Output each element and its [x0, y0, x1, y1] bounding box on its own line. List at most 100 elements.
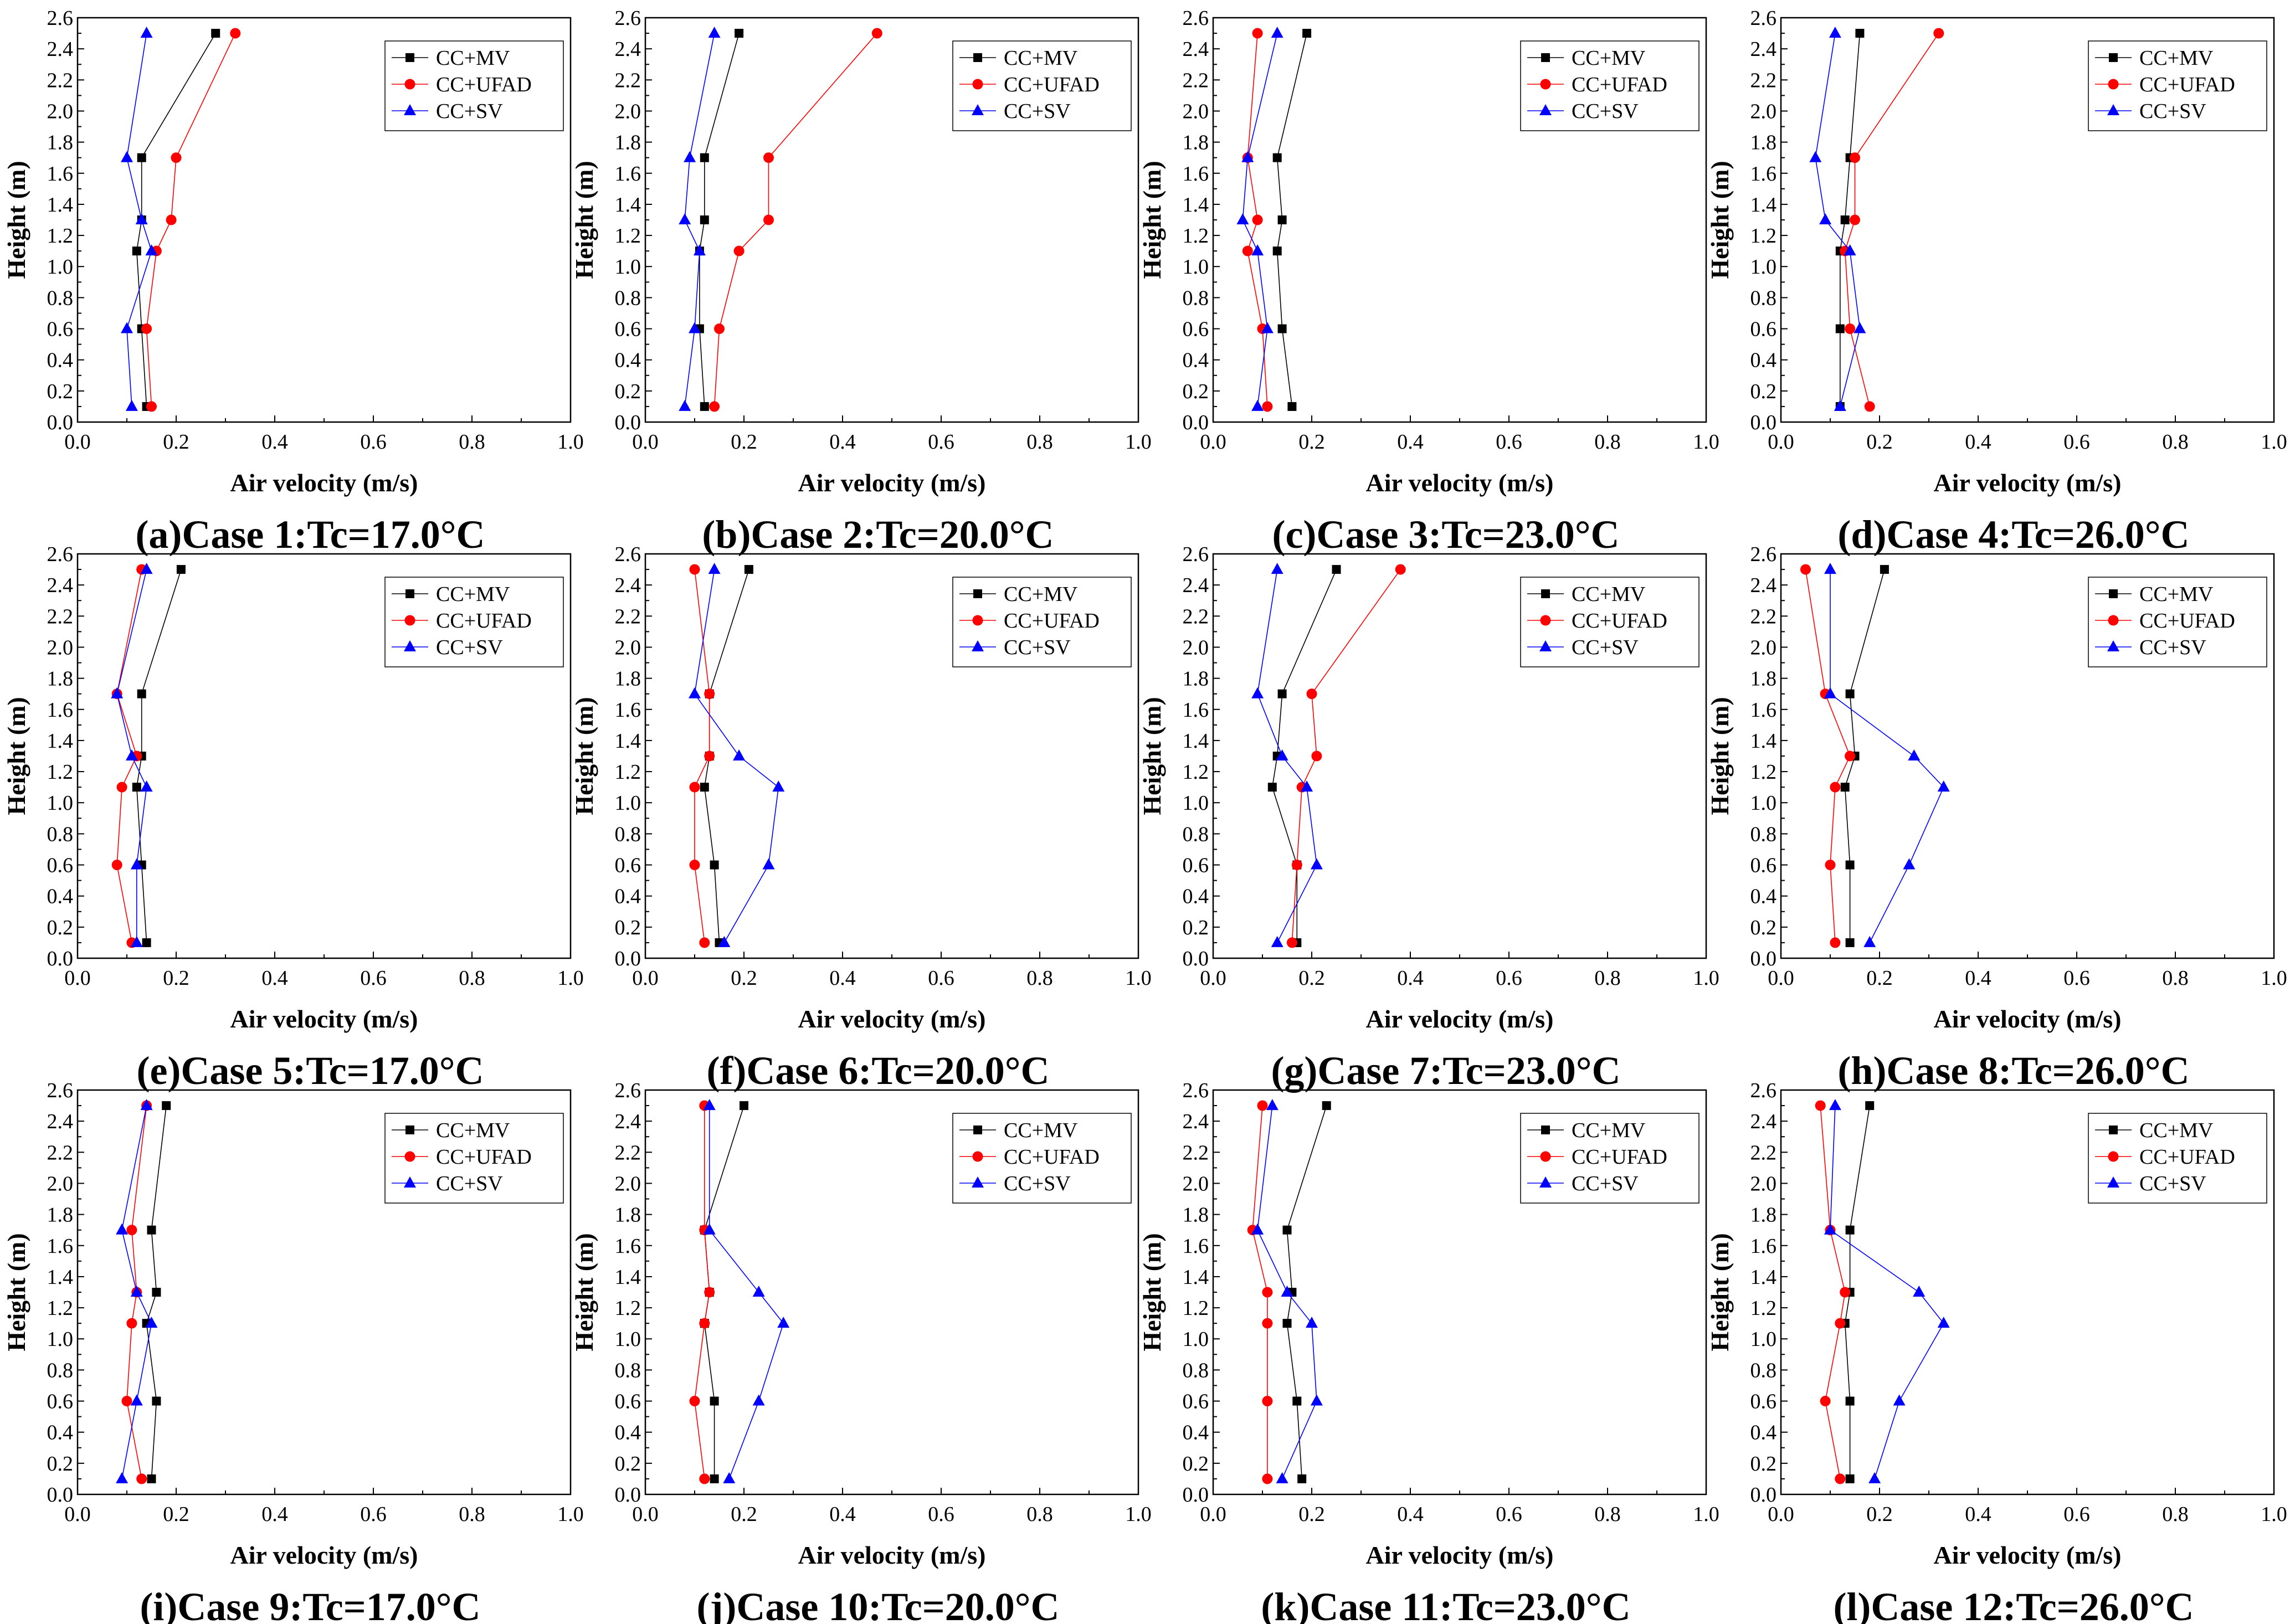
chart-caption: (e)Case 5:Tc=17.0°C: [136, 1049, 484, 1093]
data-point: [145, 1317, 158, 1328]
series-line-cc-ufad: [1805, 569, 1851, 943]
data-point: [1310, 1394, 1323, 1406]
data-point: [1840, 215, 1850, 224]
data-point: [1252, 28, 1263, 39]
series-line-cc-mv: [1844, 569, 1885, 943]
legend-marker: [973, 53, 982, 62]
series-line-cc-ufad: [1252, 1106, 1268, 1479]
data-point: [137, 153, 146, 162]
data-point: [1824, 563, 1836, 574]
data-point: [733, 749, 746, 760]
legend-label: CC+SV: [436, 636, 503, 659]
legend-label: CC+SV: [2139, 1172, 2206, 1195]
data-point: [1850, 152, 1860, 163]
data-point: [1271, 936, 1283, 947]
y-tick-label: 1.0: [1750, 1328, 1777, 1351]
y-tick-label: 1.8: [615, 131, 641, 155]
y-tick-label: 2.0: [1183, 636, 1209, 659]
legend-marker: [2109, 1126, 2118, 1134]
y-tick-label: 0.2: [47, 380, 74, 403]
data-point: [723, 1472, 736, 1483]
y-tick-label: 0.0: [1183, 411, 1209, 434]
data-point: [125, 749, 138, 760]
data-point: [152, 1396, 161, 1406]
legend-marker: [404, 1151, 415, 1162]
y-tick-label: 0.8: [615, 1359, 641, 1382]
data-point: [1800, 564, 1811, 575]
y-tick-label: 0.6: [615, 854, 641, 877]
y-tick-label: 1.2: [47, 760, 74, 784]
y-tick-label: 0.6: [1750, 1390, 1777, 1414]
legend-marker: [404, 1176, 416, 1188]
y-tick-label: 0.2: [1750, 1452, 1777, 1476]
data-point: [733, 245, 745, 256]
y-tick-label: 2.2: [1750, 605, 1777, 628]
data-point: [684, 151, 696, 162]
y-tick-label: 2.6: [1183, 543, 1209, 566]
data-point: [146, 401, 157, 412]
data-point: [1845, 689, 1855, 698]
y-tick-label: 2.6: [1183, 1079, 1209, 1102]
chart-caption: (b)Case 2:Tc=20.0°C: [702, 512, 1054, 557]
legend-label: CC+SV: [1004, 636, 1071, 659]
y-tick-label: 0.4: [615, 1421, 641, 1445]
x-tick-label: 0.0: [1200, 430, 1226, 454]
y-tick-label: 0.2: [1183, 916, 1209, 939]
data-point: [689, 564, 700, 575]
data-point: [1395, 564, 1406, 575]
y-tick-label: 1.0: [615, 1328, 641, 1351]
data-point: [709, 401, 720, 412]
y-axis-title: Height (m): [2, 1233, 30, 1351]
y-axis-title: Height (m): [1706, 697, 1734, 815]
data-point: [699, 1318, 710, 1329]
x-tick-label: 0.4: [1397, 430, 1424, 454]
legend-label: CC+SV: [2139, 100, 2206, 123]
series-line-cc-sv: [121, 1105, 152, 1479]
x-tick-label: 0.2: [731, 1503, 757, 1526]
data-point: [1292, 1396, 1302, 1406]
data-point: [1815, 1100, 1826, 1111]
y-tick-label: 2.2: [1183, 1141, 1209, 1164]
y-tick-label: 0.8: [615, 823, 641, 846]
x-tick-label: 0.4: [1965, 967, 1991, 990]
y-tick-label: 0.2: [615, 916, 641, 939]
series-line-cc-sv: [126, 33, 152, 407]
x-tick-label: 0.2: [731, 967, 757, 990]
data-point: [142, 938, 151, 947]
x-tick-label: 1.0: [557, 1503, 584, 1526]
y-tick-label: 1.2: [1183, 224, 1209, 248]
data-point: [1257, 1100, 1268, 1111]
data-point: [147, 1474, 156, 1483]
data-point: [1840, 1287, 1851, 1298]
x-tick-label: 0.2: [731, 430, 757, 454]
y-tick-label: 1.4: [1183, 193, 1209, 217]
chart-panel-9: 0.0 0.2 0.4 0.6 0.8 1.0 0.0 0.2 0.4 0.6 0.8 1.0 1.2 1…: [2, 1079, 584, 1624]
series-line-cc-ufad: [126, 1105, 147, 1479]
data-point: [1829, 1099, 1841, 1111]
data-point: [121, 151, 133, 162]
data-point: [1241, 151, 1254, 162]
data-point: [1291, 860, 1302, 871]
chart-caption: (g)Case 7:Tc=23.0°C: [1271, 1049, 1620, 1093]
data-point: [710, 1396, 719, 1406]
y-tick-label: 0.6: [615, 1390, 641, 1414]
y-tick-label: 2.4: [615, 38, 641, 61]
y-tick-label: 1.6: [1750, 698, 1777, 722]
y-tick-label: 2.6: [1750, 7, 1777, 30]
chart-panel-7: 0.0 0.2 0.4 0.6 0.8 1.0 0.0 0.2 0.4 0.6 0.8 1.0 1.2 1…: [1138, 543, 1719, 1093]
data-point: [116, 1223, 129, 1235]
y-tick-label: 0.6: [1183, 854, 1209, 877]
data-point: [140, 27, 153, 38]
x-axis-title: Air velocity (m/s): [1934, 469, 2122, 497]
chart-panel-5: 0.0 0.2 0.4 0.6 0.8 1.0 0.0 0.2 0.4 0.6 0.8 1.0 1.2 1…: [2, 543, 584, 1093]
y-tick-label: 2.6: [1750, 543, 1777, 566]
x-tick-label: 0.4: [1965, 430, 1991, 454]
data-point: [714, 323, 725, 335]
legend-label: CC+UFAD: [1004, 609, 1100, 633]
series-line-cc-sv: [1257, 1105, 1317, 1479]
data-point: [1282, 1225, 1292, 1235]
legend-marker: [1539, 104, 1552, 115]
x-tick-label: 1.0: [1693, 1503, 1719, 1526]
data-point: [140, 1099, 153, 1111]
y-tick-label: 0.0: [1750, 947, 1777, 970]
